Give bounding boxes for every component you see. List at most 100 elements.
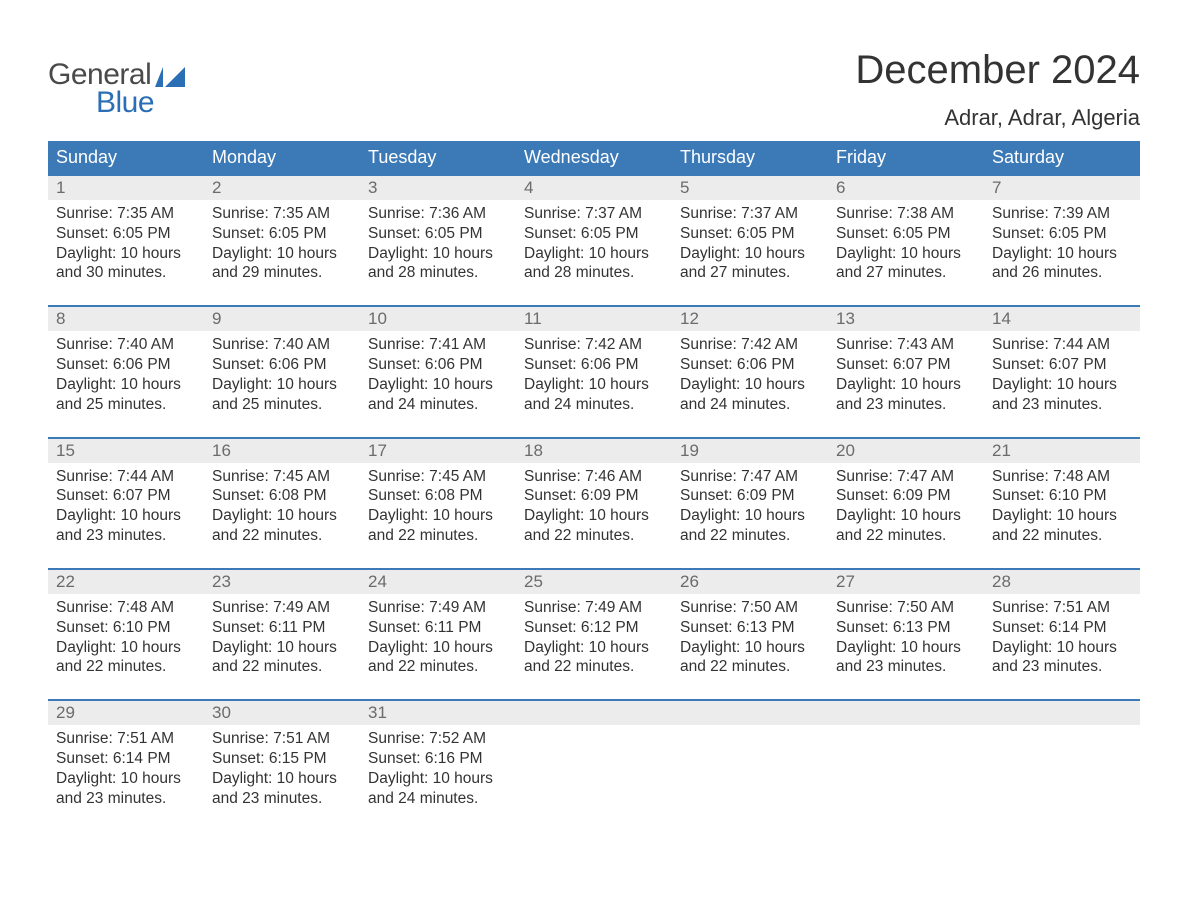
sunrise-line: Sunrise: 7:43 AM [836, 335, 976, 355]
day-number-bar: . [516, 701, 672, 725]
day-cell: 17 Sunrise: 7:45 AMSunset: 6:08 PMDayligh… [360, 439, 516, 546]
sunset-line: Sunset: 6:11 PM [212, 618, 352, 638]
day-cell: 26Sunrise: 7:50 AMSunset: 6:13 PMDayligh… [672, 570, 828, 677]
week-row: 22Sunrise: 7:48 AMSunset: 6:10 PMDayligh… [48, 568, 1140, 677]
day-number-bar: 15 [48, 439, 204, 463]
day-body: Sunrise: 7:50 AMSunset: 6:13 PMDaylight:… [672, 594, 828, 677]
sunrise-line: Sunrise: 7:52 AM [368, 729, 508, 749]
day-cell: 23Sunrise: 7:49 AMSunset: 6:11 PMDayligh… [204, 570, 360, 677]
sunrise-line: Sunrise: 7:51 AM [212, 729, 352, 749]
day-number-bar: 12 [672, 307, 828, 331]
sunrise-line: Sunrise: 7:49 AM [368, 598, 508, 618]
day-number-bar: 20 [828, 439, 984, 463]
sunset-line: Sunset: 6:10 PM [992, 486, 1132, 506]
daylight-line: Daylight: 10 hours and 22 minutes. [836, 506, 976, 546]
daylight-line: Daylight: 10 hours and 22 minutes. [368, 638, 508, 678]
sunrise-line: Sunrise: 7:49 AM [524, 598, 664, 618]
day-body: Sunrise: 7:51 AMSunset: 6:15 PMDaylight:… [204, 725, 360, 808]
day-number-bar: . [672, 701, 828, 725]
title-block: December 2024 Adrar, Adrar, Algeria [855, 48, 1140, 131]
day-body: Sunrise: 7:36 AMSunset: 6:05 PMDaylight:… [360, 200, 516, 283]
sunset-line: Sunset: 6:06 PM [368, 355, 508, 375]
sunrise-line: Sunrise: 7:40 AM [56, 335, 196, 355]
day-body: Sunrise: 7:42 AMSunset: 6:06 PMDaylight:… [672, 331, 828, 414]
day-cell: 2 Sunrise: 7:35 AMSunset: 6:05 PMDaylight… [204, 176, 360, 283]
sunset-line: Sunset: 6:09 PM [836, 486, 976, 506]
day-number-bar: 4 [516, 176, 672, 200]
day-cell: 22Sunrise: 7:48 AMSunset: 6:10 PMDayligh… [48, 570, 204, 677]
day-number-bar: 1 [48, 176, 204, 200]
sunrise-line: Sunrise: 7:44 AM [992, 335, 1132, 355]
sunrise-line: Sunrise: 7:50 AM [836, 598, 976, 618]
sunrise-line: Sunrise: 7:37 AM [680, 204, 820, 224]
daylight-line: Daylight: 10 hours and 22 minutes. [992, 506, 1132, 546]
day-number: 14 [992, 309, 1011, 328]
day-cell: 12Sunrise: 7:42 AMSunset: 6:06 PMDayligh… [672, 307, 828, 414]
location: Adrar, Adrar, Algeria [855, 105, 1140, 131]
day-header-friday: Friday [828, 141, 984, 174]
day-cell: 4Sunrise: 7:37 AMSunset: 6:05 PMDaylight… [516, 176, 672, 283]
sunrise-line: Sunrise: 7:40 AM [212, 335, 352, 355]
day-body: Sunrise: 7:51 AMSunset: 6:14 PMDaylight:… [48, 725, 204, 808]
day-number: 22 [56, 572, 75, 591]
day-number-bar: 16 [204, 439, 360, 463]
daylight-line: Daylight: 10 hours and 22 minutes. [524, 506, 664, 546]
daylight-line: Daylight: 10 hours and 22 minutes. [212, 638, 352, 678]
daylight-line: Daylight: 10 hours and 27 minutes. [680, 244, 820, 284]
sunset-line: Sunset: 6:14 PM [992, 618, 1132, 638]
sunrise-line: Sunrise: 7:36 AM [368, 204, 508, 224]
day-number-bar: 13 [828, 307, 984, 331]
daylight-line: Daylight: 10 hours and 22 minutes. [212, 506, 352, 546]
day-body: Sunrise: 7:35 AMSunset: 6:05 PMDaylight:… [204, 200, 360, 283]
day-number-bar: 27 [828, 570, 984, 594]
day-cell: 13Sunrise: 7:43 AMSunset: 6:07 PMDayligh… [828, 307, 984, 414]
daylight-line: Daylight: 10 hours and 27 minutes. [836, 244, 976, 284]
day-body: Sunrise: 7:38 AMSunset: 6:05 PMDaylight:… [828, 200, 984, 283]
day-cell: 18Sunrise: 7:46 AMSunset: 6:09 PMDayligh… [516, 439, 672, 546]
day-number-bar: 9 [204, 307, 360, 331]
daylight-line: Daylight: 10 hours and 23 minutes. [56, 506, 196, 546]
day-number: 2 [212, 178, 221, 197]
day-number: 8 [56, 309, 65, 328]
sunset-line: Sunset: 6:10 PM [56, 618, 196, 638]
daylight-line: Daylight: 10 hours and 22 minutes. [524, 638, 664, 678]
day-number: 24 [368, 572, 387, 591]
day-number-bar: . [984, 701, 1140, 725]
day-number: 17 [368, 441, 387, 460]
day-number: 31 [368, 703, 387, 722]
day-cell: 29Sunrise: 7:51 AMSunset: 6:14 PMDayligh… [48, 701, 204, 808]
logo-text-blue: Blue [96, 86, 185, 120]
day-number: 5 [680, 178, 689, 197]
day-cell: . [516, 701, 672, 808]
sunrise-line: Sunrise: 7:42 AM [524, 335, 664, 355]
sunset-line: Sunset: 6:05 PM [836, 224, 976, 244]
sunrise-line: Sunrise: 7:47 AM [680, 467, 820, 487]
sunset-line: Sunset: 6:06 PM [524, 355, 664, 375]
day-number-bar: 5 [672, 176, 828, 200]
weeks-container: 1Sunrise: 7:35 AMSunset: 6:05 PMDaylight… [48, 174, 1140, 809]
sunrise-line: Sunrise: 7:35 AM [56, 204, 196, 224]
day-header-wednesday: Wednesday [516, 141, 672, 174]
day-number-bar: . [828, 701, 984, 725]
day-cell: 7Sunrise: 7:39 AMSunset: 6:05 PMDaylight… [984, 176, 1140, 283]
day-number-bar: 24 [360, 570, 516, 594]
day-number-bar: 2 [204, 176, 360, 200]
day-body: Sunrise: 7:47 AMSunset: 6:09 PMDaylight:… [672, 463, 828, 546]
sunrise-line: Sunrise: 7:35 AM [212, 204, 352, 224]
day-header-thursday: Thursday [672, 141, 828, 174]
day-number: 25 [524, 572, 543, 591]
day-body: Sunrise: 7:35 AMSunset: 6:05 PMDaylight:… [48, 200, 204, 283]
day-number-bar: 19 [672, 439, 828, 463]
sunset-line: Sunset: 6:09 PM [524, 486, 664, 506]
day-body: Sunrise: 7:45 AMSunset: 6:08 PMDaylight:… [360, 463, 516, 546]
month-title: December 2024 [855, 48, 1140, 93]
day-number-bar: 29 [48, 701, 204, 725]
sunrise-line: Sunrise: 7:45 AM [368, 467, 508, 487]
week-row: 29Sunrise: 7:51 AMSunset: 6:14 PMDayligh… [48, 699, 1140, 808]
day-body: Sunrise: 7:40 AMSunset: 6:06 PMDaylight:… [204, 331, 360, 414]
day-number-bar: 3 [360, 176, 516, 200]
sunset-line: Sunset: 6:05 PM [680, 224, 820, 244]
sunset-line: Sunset: 6:08 PM [368, 486, 508, 506]
daylight-line: Daylight: 10 hours and 23 minutes. [212, 769, 352, 809]
day-number-bar: 8 [48, 307, 204, 331]
